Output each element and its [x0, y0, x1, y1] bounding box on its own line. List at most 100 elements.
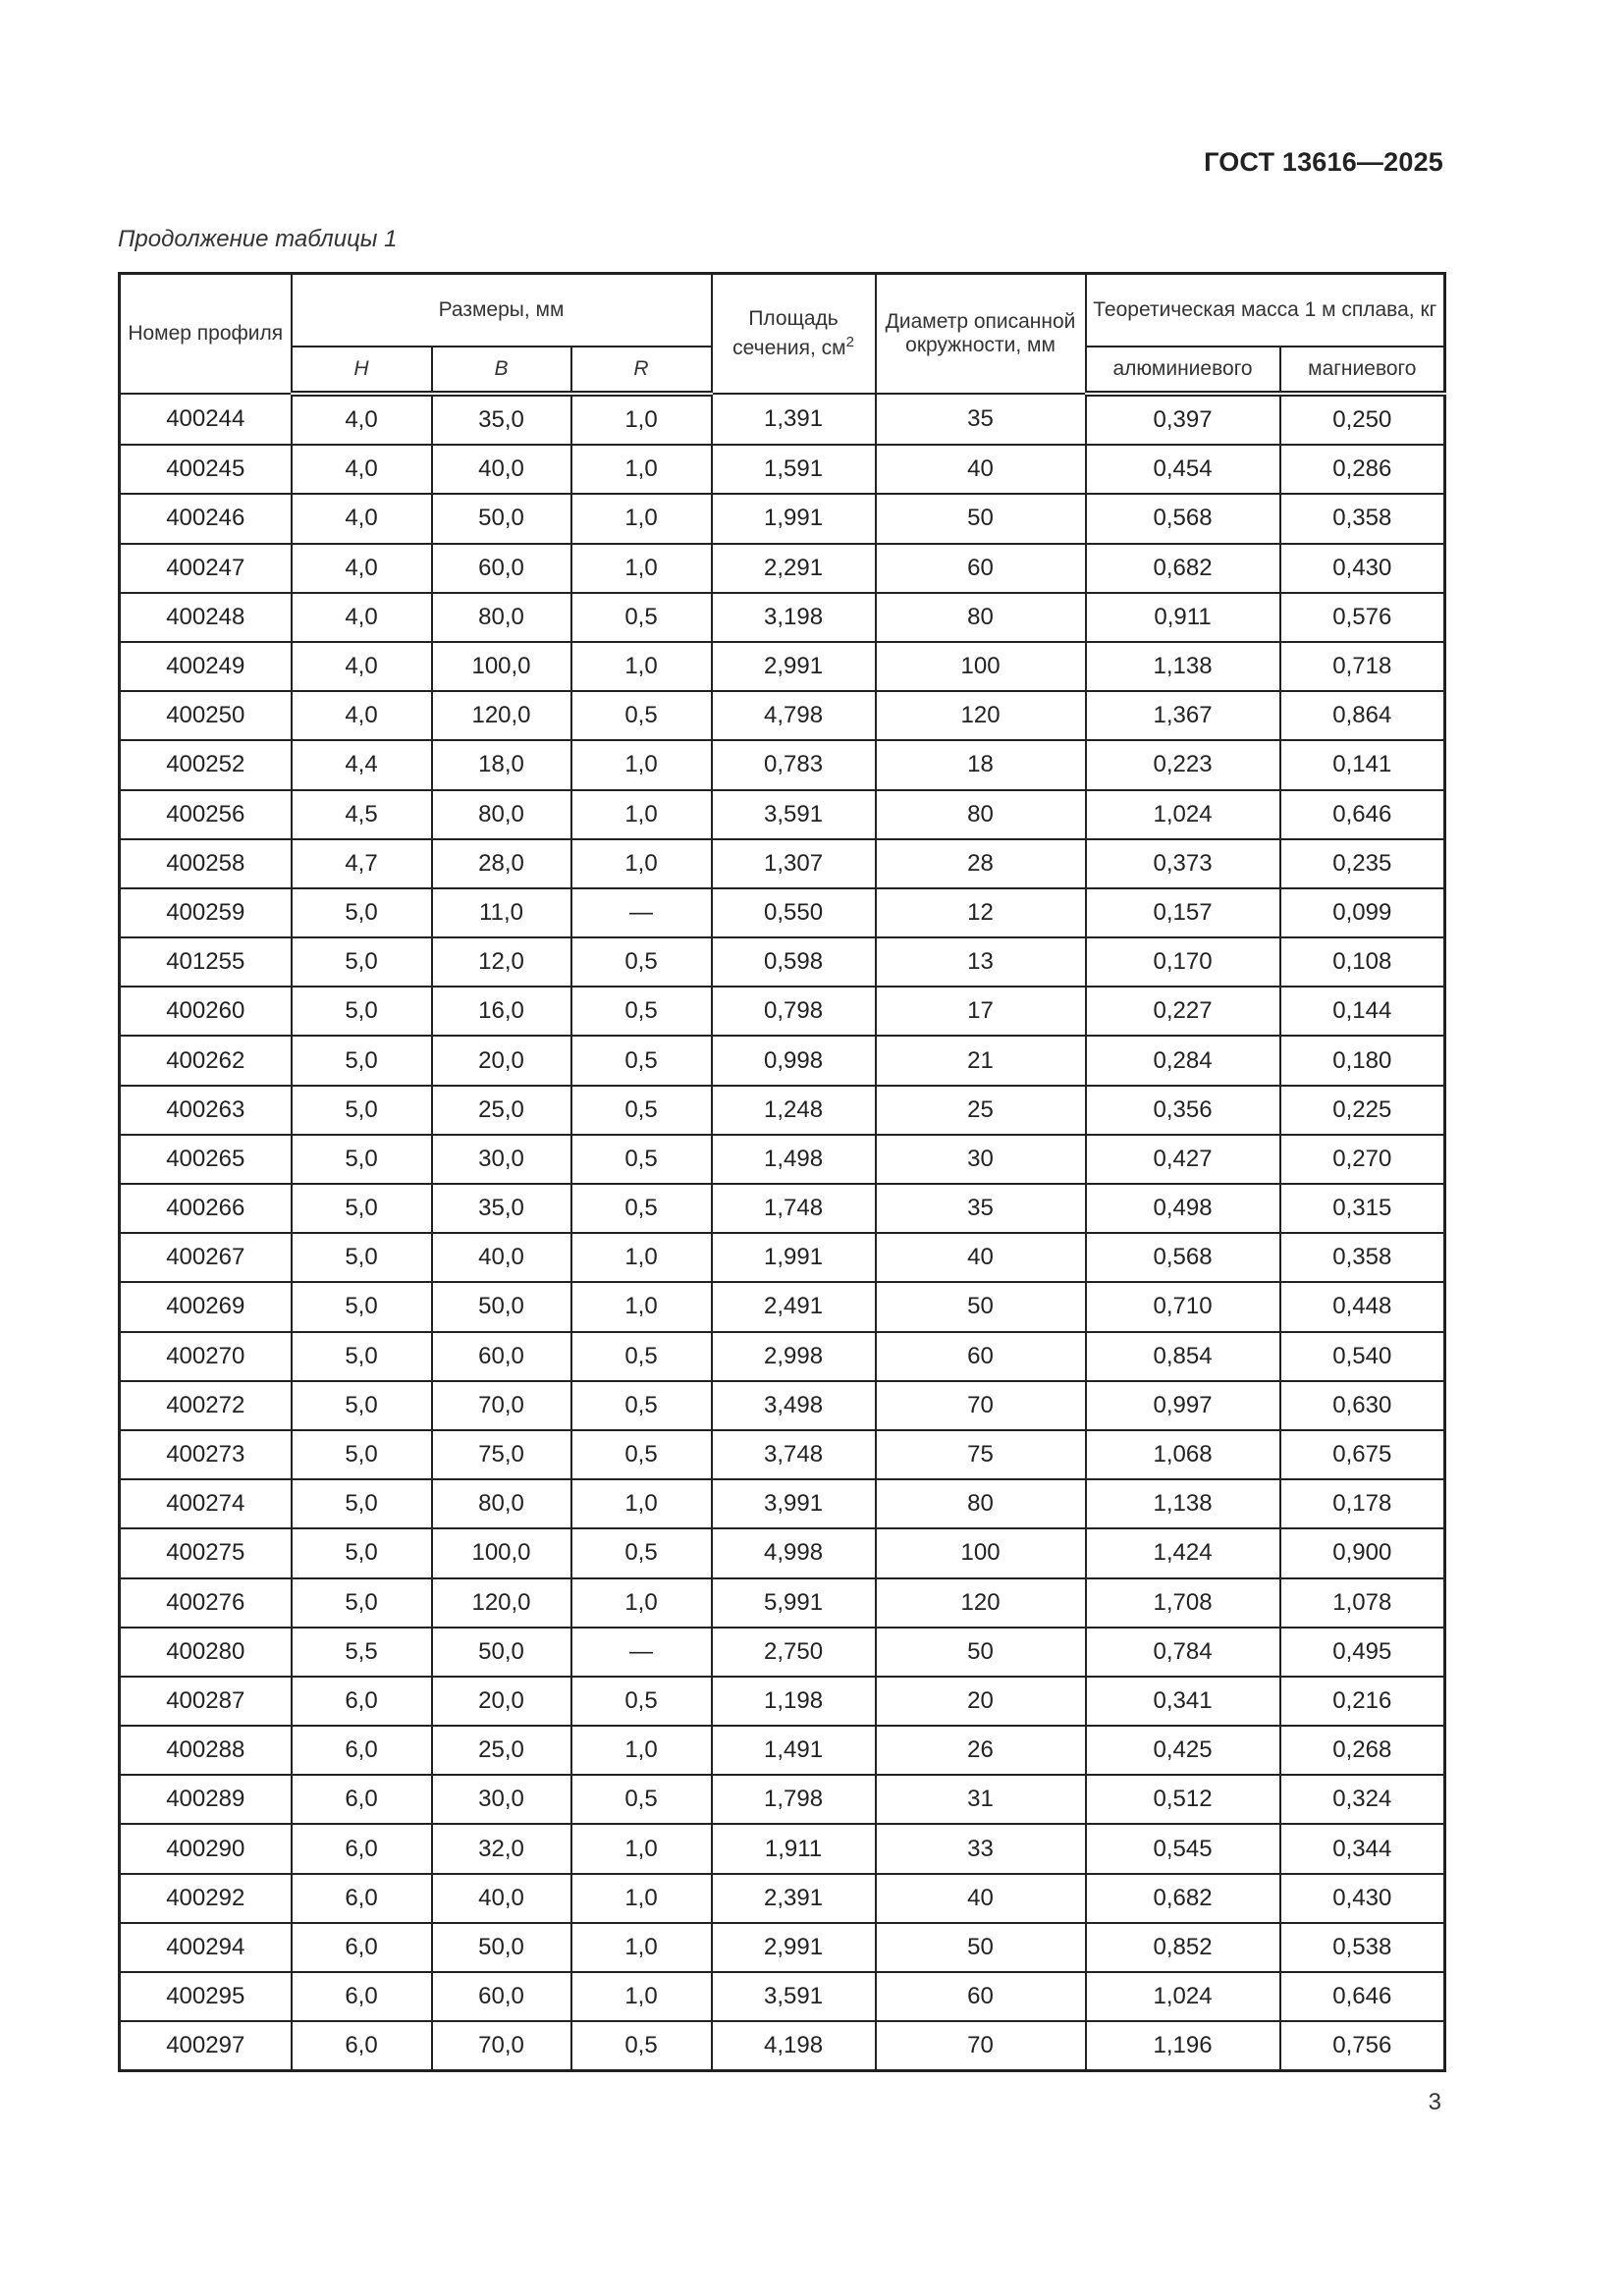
cell-mass-aluminum: 0,157 — [1084, 886, 1281, 939]
cell-r: 0,5 — [569, 1182, 713, 1235]
table-row: 400292 6,0 40,0 1,0 2,391 40 0,682 0,430 — [118, 1872, 1446, 1924]
header-dimensions: Размеры, мм — [290, 272, 713, 347]
cell-r: 0,5 — [569, 1084, 713, 1136]
cell-r: 1,0 — [569, 493, 713, 545]
cell-mass-aluminum: 0,284 — [1084, 1035, 1281, 1087]
cell-r: 0,5 — [569, 1527, 713, 1579]
table-row: 401255 5,0 12,0 0,5 0,598 13 0,170 0,108 — [118, 936, 1446, 988]
cell-area: 3,591 — [710, 788, 877, 840]
cell-mass-aluminum: 0,682 — [1084, 542, 1281, 594]
cell-mass-aluminum: 0,454 — [1084, 444, 1281, 496]
cell-r: 1,0 — [569, 788, 713, 840]
header-mass: Теоретическая масса 1 м сплава, кг — [1084, 272, 1446, 347]
cell-diameter: 70 — [874, 2020, 1087, 2072]
cell-area: 1,391 — [710, 392, 877, 447]
cell-r: 1,0 — [569, 1970, 713, 2023]
cell-b: 30,0 — [430, 1133, 572, 1186]
cell-diameter: 50 — [874, 493, 1087, 545]
table-row: 400297 6,0 70,0 0,5 4,198 70 1,196 0,756 — [118, 2020, 1446, 2072]
cell-h: 5,0 — [290, 1330, 433, 1382]
cell-mass-magnesium: 0,235 — [1278, 837, 1446, 889]
cell-mass-magnesium: 0,250 — [1278, 392, 1446, 447]
cell-diameter: 50 — [874, 1281, 1087, 1333]
cell-mass-magnesium: 0,216 — [1278, 1675, 1446, 1728]
cell-profile-number: 400249 — [118, 640, 293, 693]
cell-diameter: 50 — [874, 1921, 1087, 1974]
table-row: 400289 6,0 30,0 0,5 1,798 31 0,512 0,324 — [118, 1774, 1446, 1826]
cell-mass-magnesium: 0,180 — [1278, 1035, 1446, 1087]
cell-h: 4,4 — [290, 739, 433, 791]
cell-mass-aluminum: 0,997 — [1084, 1379, 1281, 1431]
cell-area: 0,798 — [710, 986, 877, 1038]
cell-h: 5,0 — [290, 1281, 433, 1333]
table-row: 400267 5,0 40,0 1,0 1,991 40 0,568 0,358 — [118, 1232, 1446, 1284]
cell-area: 1,911 — [710, 1823, 877, 1875]
cell-mass-magnesium: 0,756 — [1278, 2020, 1446, 2072]
table-row: 400245 4,0 40,0 1,0 1,591 40 0,454 0,286 — [118, 444, 1446, 496]
document-code: ГОСТ 13616—2025 — [1204, 147, 1443, 177]
cell-diameter: 80 — [874, 1478, 1087, 1530]
cell-mass-magnesium: 0,538 — [1278, 1921, 1446, 1974]
header-area: Площадь сечения, см2 — [710, 272, 877, 395]
cell-r: 1,0 — [569, 640, 713, 693]
cell-profile-number: 400275 — [118, 1527, 293, 1579]
cell-r: 1,0 — [569, 1232, 713, 1284]
page-number: 3 — [1428, 2089, 1441, 2115]
table-row: 400248 4,0 80,0 0,5 3,198 80 0,911 0,576 — [118, 591, 1446, 643]
cell-r: 0,5 — [569, 591, 713, 643]
cell-b: 50,0 — [430, 1281, 572, 1333]
cell-b: 120,0 — [430, 690, 572, 742]
table-row: 400275 5,0 100,0 0,5 4,998 100 1,424 0,900 — [118, 1527, 1446, 1579]
cell-area: 0,998 — [710, 1035, 877, 1087]
cell-mass-aluminum: 1,367 — [1084, 690, 1281, 742]
profiles-table: Номер профиля Размеры, мм Площадь сечени… — [118, 272, 1447, 2073]
cell-mass-magnesium: 0,646 — [1278, 788, 1446, 840]
cell-area: 4,998 — [710, 1527, 877, 1579]
cell-h: 5,0 — [290, 1478, 433, 1530]
cell-area: 2,491 — [710, 1281, 877, 1333]
table-row: 400263 5,0 25,0 0,5 1,248 25 0,356 0,225 — [118, 1084, 1446, 1136]
cell-mass-magnesium: 0,430 — [1278, 542, 1446, 594]
cell-r: 1,0 — [569, 1823, 713, 1875]
table-row: 400274 5,0 80,0 1,0 3,991 80 1,138 0,178 — [118, 1478, 1446, 1530]
table-row: 400244 4,0 35,0 1,0 1,391 35 0,397 0,250 — [118, 392, 1446, 447]
cell-area: 1,591 — [710, 444, 877, 496]
cell-mass-aluminum: 0,545 — [1084, 1823, 1281, 1875]
cell-mass-magnesium: 0,270 — [1278, 1133, 1446, 1186]
cell-mass-magnesium: 0,141 — [1278, 739, 1446, 791]
cell-mass-magnesium: 0,495 — [1278, 1626, 1446, 1678]
table-row: 400249 4,0 100,0 1,0 2,991 100 1,138 0,718 — [118, 640, 1446, 693]
cell-r: 1,0 — [569, 739, 713, 791]
table-row: 400252 4,4 18,0 1,0 0,783 18 0,223 0,141 — [118, 739, 1446, 791]
cell-diameter: 35 — [874, 1182, 1087, 1235]
cell-r: 0,5 — [569, 1774, 713, 1826]
table-row: 400258 4,7 28,0 1,0 1,307 28 0,373 0,235 — [118, 837, 1446, 889]
cell-profile-number: 400289 — [118, 1774, 293, 1826]
cell-diameter: 40 — [874, 1232, 1087, 1284]
cell-r: 0,5 — [569, 690, 713, 742]
table-row: 400246 4,0 50,0 1,0 1,991 50 0,568 0,358 — [118, 493, 1446, 545]
cell-b: 50,0 — [430, 493, 572, 545]
cell-h: 6,0 — [290, 1921, 433, 1974]
cell-diameter: 17 — [874, 986, 1087, 1038]
cell-mass-aluminum: 0,397 — [1084, 392, 1281, 447]
cell-profile-number: 400252 — [118, 739, 293, 791]
cell-mass-magnesium: 0,178 — [1278, 1478, 1446, 1530]
cell-b: 20,0 — [430, 1675, 572, 1728]
cell-b: 50,0 — [430, 1921, 572, 1974]
cell-profile-number: 400297 — [118, 2020, 293, 2072]
cell-b: 75,0 — [430, 1428, 572, 1481]
cell-h: 6,0 — [290, 1970, 433, 2023]
cell-h: 5,0 — [290, 1182, 433, 1235]
cell-profile-number: 400270 — [118, 1330, 293, 1382]
cell-mass-aluminum: 1,708 — [1084, 1576, 1281, 1629]
cell-profile-number: 400288 — [118, 1725, 293, 1777]
table-row: 400276 5,0 120,0 1,0 5,991 120 1,708 1,078 — [118, 1576, 1446, 1629]
header-r: R — [569, 346, 713, 397]
cell-h: 4,0 — [290, 493, 433, 545]
cell-profile-number: 400265 — [118, 1133, 293, 1186]
cell-mass-aluminum: 0,852 — [1084, 1921, 1281, 1974]
cell-area: 3,498 — [710, 1379, 877, 1431]
cell-mass-aluminum: 0,854 — [1084, 1330, 1281, 1382]
cell-b: 50,0 — [430, 1626, 572, 1678]
